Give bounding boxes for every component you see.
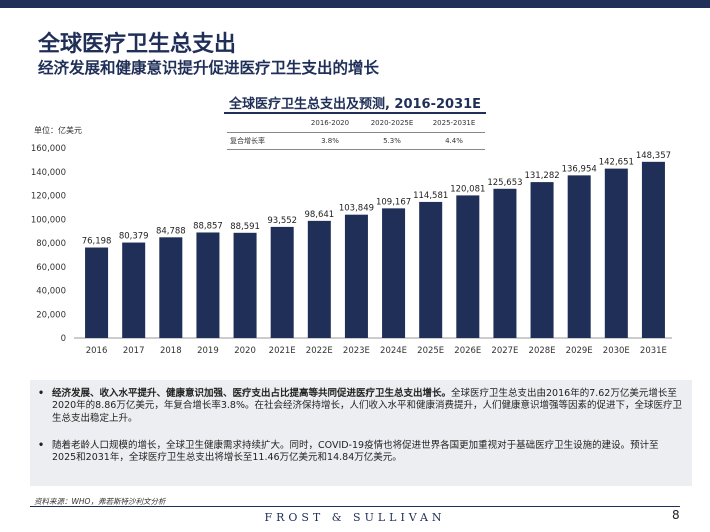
x-tick-label: 2023E [343, 346, 370, 356]
data-label: 88,591 [230, 222, 260, 232]
cagr-table: 2016-2020 2020-2025E 2025-2031E 复合增长率 3.… [227, 115, 485, 150]
data-label: 88,857 [193, 221, 223, 231]
x-tick-label: 2020 [234, 346, 256, 356]
data-label: 76,198 [82, 237, 112, 247]
source-note: 资料来源：WHO，弗若斯特沙利文分析 [34, 497, 166, 506]
x-tick-label: 2030E [603, 346, 630, 356]
x-tick-label: 2025E [417, 346, 444, 356]
data-label: 131,282 [524, 171, 559, 181]
bar [344, 214, 368, 338]
x-tick-label: 2021E [269, 346, 296, 356]
bar [493, 188, 517, 338]
page-number: 8 [672, 508, 680, 522]
bar [641, 161, 665, 338]
page-title: 全球医疗卫生总支出 [38, 32, 237, 57]
cagr-header-1: 2016-2020 [299, 115, 361, 133]
bar [270, 226, 294, 338]
cagr-header-2: 2020-2025E [361, 115, 423, 133]
y-tick-label: 80,000 [36, 239, 66, 249]
note-text-2: 随着老龄人口规模的增长，全球卫生健康需求持续扩大。同时，COVID-19疫情也将… [52, 440, 682, 465]
unit-label: 单位：亿美元 [34, 126, 82, 135]
x-tick-label: 2029E [566, 346, 593, 356]
brand-wordmark: FROST & SULLIVAN [264, 511, 446, 524]
y-tick-label: 0 [61, 334, 66, 344]
page-subtitle: 经济发展和健康意识提升促进医疗卫生支出的增长 [38, 59, 380, 77]
data-label: 148,357 [636, 151, 671, 161]
data-label: 114,581 [413, 191, 448, 201]
cagr-row-label: 复合增长率 [227, 132, 299, 150]
x-tick-label: 2016 [86, 346, 108, 356]
footer-divider [30, 506, 680, 507]
bar-chart: 0 20,000 40,000 60,000 80,000 100,000 120,000 1… [31, 144, 672, 356]
bar [419, 201, 443, 338]
top-accent-bar [0, 0, 710, 8]
cagr-header-empty [227, 115, 299, 133]
x-tick-label: 2027E [491, 346, 518, 356]
data-label: 136,954 [562, 164, 597, 174]
y-tick-label: 160,000 [31, 144, 66, 154]
x-tick-label: 2018 [160, 346, 182, 356]
bar [159, 237, 183, 338]
cagr-header-row: 2016-2020 2020-2025E 2025-2031E [227, 115, 485, 133]
y-tick-label: 100,000 [31, 215, 66, 225]
y-tick-label: 140,000 [31, 168, 66, 178]
x-tick-label: 2031E [640, 346, 667, 356]
chart-title: 全球医疗卫生总支出及预测, 2016-2031E [228, 97, 482, 112]
x-tick-label: 2017 [123, 346, 145, 356]
bar [122, 242, 146, 338]
bar [85, 247, 109, 338]
cagr-value-3: 4.4% [423, 132, 485, 150]
bullet-dot: • [38, 388, 45, 399]
bar [456, 195, 480, 338]
data-label: 98,641 [304, 210, 334, 220]
note-body-1: 全球医疗卫生总支出由2016年的7.62万亿美元增长至2020年的8.86万亿美… [52, 388, 682, 424]
note-text-1: 经济发展、收入水平提升、健康意识加强、医疗支出占比提高等共同促进医疗卫生总支出增… [52, 388, 682, 425]
bullet-dot: • [38, 440, 45, 451]
bar [233, 232, 257, 338]
y-tick-label: 40,000 [36, 287, 66, 297]
notes-box: • 经济发展、收入水平提升、健康意识加强、医疗支出占比提高等共同促进医疗卫生总支… [30, 380, 692, 486]
data-label: 142,651 [599, 158, 634, 168]
data-label: 109,167 [376, 197, 411, 207]
data-label: 84,788 [156, 226, 186, 236]
x-tick-label: 2019 [197, 346, 219, 356]
data-label: 93,552 [267, 216, 297, 226]
data-label: 120,081 [450, 184, 485, 194]
cagr-header-3: 2025-2031E [423, 115, 485, 133]
bar [307, 220, 331, 338]
cagr-value-2: 5.3% [361, 132, 423, 150]
bar [382, 208, 406, 338]
x-tick-label: 2026E [454, 346, 481, 356]
data-label: 125,653 [487, 178, 522, 188]
note-body-2: 随着老龄人口规模的增长，全球卫生健康需求持续扩大。同时，COVID-19疫情也将… [52, 440, 659, 464]
cagr-value-row: 复合增长率 3.8% 5.3% 4.4% [227, 132, 485, 150]
x-tick-label: 2022E [306, 346, 333, 356]
x-tick-label: 2028E [529, 346, 556, 356]
chart-title-underline [224, 112, 486, 114]
x-tick-label: 2024E [380, 346, 407, 356]
y-tick-label: 60,000 [36, 263, 66, 273]
cagr-value-1: 3.8% [299, 132, 361, 150]
data-label: 103,849 [339, 204, 374, 214]
bar [196, 232, 220, 338]
bar [604, 168, 628, 338]
note-bold-1: 经济发展、收入水平提升、健康意识加强、医疗支出占比提高等共同促进医疗卫生总支出增… [52, 388, 452, 399]
y-tick-label: 20,000 [36, 310, 66, 320]
bar [530, 182, 554, 338]
y-tick-label: 120,000 [31, 192, 66, 202]
bar [567, 175, 591, 338]
data-label: 80,379 [119, 232, 149, 242]
